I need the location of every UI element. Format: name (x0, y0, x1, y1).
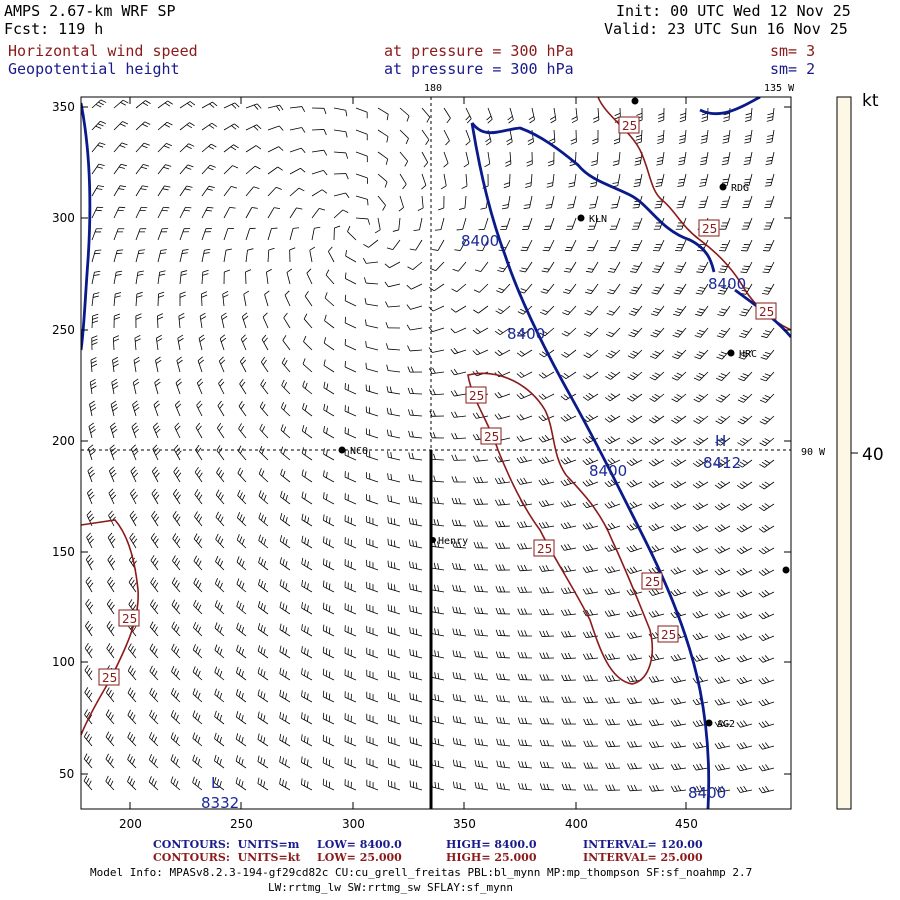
high-letter: H (715, 432, 726, 450)
c1-units: UNITS=m (237, 838, 300, 851)
c2-high: HIGH= 25.000 (446, 851, 537, 864)
svg-text:25: 25 (645, 575, 660, 589)
height-label-5: 8400 (688, 784, 726, 802)
station-label-henry: Henry (438, 536, 468, 547)
low-value: 8332 (201, 794, 239, 812)
speed-contour-2 (467, 372, 654, 685)
height-label-2: 8400 (507, 325, 545, 343)
svg-text:25: 25 (122, 612, 137, 626)
speed-label-7: 25 (641, 572, 663, 590)
y-tick-label-350: 350 (52, 100, 75, 114)
colorbar (836, 96, 852, 810)
field2-name: Geopotential height (8, 60, 180, 78)
colorbar-unit: kt (862, 91, 879, 111)
model-info-line-1: Model Info: MPASv8.2.3-194-gf29cd82c CU:… (90, 866, 753, 879)
speed-label-5: 25 (480, 427, 502, 445)
wind-barb-field (83, 99, 775, 794)
speed-label-9: 25 (118, 609, 140, 627)
c2-label: CONTOURS: (153, 851, 230, 864)
y-tick-label-50: 50 (59, 767, 74, 781)
forecast-hour: Fcst: 119 h (4, 20, 104, 38)
plot-frame (80, 96, 792, 810)
svg-text:25: 25 (537, 542, 552, 556)
y-tick-label-150: 150 (52, 545, 75, 559)
c2-interval: INTERVAL= 25.000 (583, 851, 703, 864)
field1-level: at pressure = 300 hPa (384, 42, 574, 60)
height-contour-ne (699, 97, 761, 116)
speed-label-1: 25 (618, 116, 640, 134)
speed-label-3: 25 (755, 302, 777, 320)
c2-units: UNITS=kt (237, 851, 301, 864)
field2-smoothing: sm= 2 (770, 60, 816, 78)
field1-name: Horizontal wind speed (8, 42, 198, 60)
station-label-hrc: HRC (739, 349, 757, 360)
speed-contour-3 (597, 97, 791, 331)
station-dot-east (782, 566, 790, 574)
svg-text:25: 25 (702, 222, 717, 236)
c1-interval: INTERVAL= 120.00 (583, 838, 703, 851)
model-info-line-2: LW:rrtmg_lw SW:rrtmg_sw SFLAY:sf_mynn (268, 881, 514, 894)
svg-text:25: 25 (759, 305, 774, 319)
y-tick-label-250: 250 (52, 323, 75, 337)
x-tick-label-400: 400 (565, 817, 588, 831)
svg-text:25: 25 (661, 628, 676, 642)
height-contour-main (470, 122, 716, 273)
speed-label-4: 25 (465, 386, 487, 404)
station-label-nco: NCO (350, 446, 368, 457)
c2-low: LOW= 25.000 (317, 851, 402, 864)
contour-summary-height: CONTOURS: UNITS=m (153, 838, 299, 851)
speed-label-6: 25 (533, 539, 555, 557)
high-value: 8412 (703, 454, 741, 472)
colorbar-tick-40: 40 (862, 445, 884, 465)
x-tick-label-350: 350 (453, 817, 476, 831)
station-dot-nco (338, 446, 346, 454)
height-contour-trough (470, 122, 711, 809)
svg-text:25: 25 (469, 389, 484, 403)
station-dot-henry (430, 537, 436, 543)
station-dot-north (631, 97, 639, 105)
x-tick-label-300: 300 (342, 817, 365, 831)
station-dot-ag2 (705, 719, 713, 727)
field2-level: at pressure = 300 hPa (384, 60, 574, 78)
init-time: Init: 00 UTC Wed 12 Nov 25 (616, 2, 851, 20)
station-dot-rdg (719, 183, 727, 191)
field1-smoothing: sm= 3 (770, 42, 816, 60)
meridian-label-180: 180 (424, 83, 442, 94)
c1-low: LOW= 8400.0 (317, 838, 402, 851)
meridian-label-90w: 90 W (801, 447, 826, 458)
height-label-1: 8400 (461, 232, 499, 250)
x-tick-label-450: 450 (675, 817, 698, 831)
station-dot-kln (577, 214, 585, 222)
speed-label-8: 25 (657, 625, 679, 643)
height-label-3: 8400 (589, 462, 627, 480)
station-label-rdg: RDG (731, 183, 749, 194)
y-tick-label-200: 200 (52, 434, 75, 448)
c1-high: HIGH= 8400.0 (446, 838, 537, 851)
speed-label-10: 25 (98, 668, 120, 686)
y-tick-label-100: 100 (52, 655, 75, 669)
station-label-kln: KLN (589, 214, 607, 225)
valid-time: Valid: 23 UTC Sun 16 Nov 25 (604, 20, 848, 38)
svg-text:25: 25 (102, 671, 117, 685)
height-contour-west (81, 102, 92, 351)
c1-label: CONTOURS: (153, 838, 230, 851)
model-title: AMPS 2.67-km WRF SP (4, 2, 176, 20)
contour-summary-speed: CONTOURS: UNITS=kt (153, 851, 300, 864)
svg-text:25: 25 (484, 430, 499, 444)
axes: 200 250 300 350 400 450 350 300 250 200 150 100 50 (52, 97, 791, 831)
station-markers (338, 97, 790, 727)
svg-text:25: 25 (622, 119, 637, 133)
station-dot-hrc (727, 349, 735, 357)
low-letter: L (211, 774, 220, 792)
station-label-ag2: AG2 (717, 719, 735, 730)
height-label-4: 8400 (708, 275, 746, 293)
speed-label-2: 25 (698, 219, 720, 237)
y-tick-label-300: 300 (52, 211, 75, 225)
meridian-label-135w: 135 W (764, 83, 795, 94)
x-tick-label-250: 250 (230, 817, 253, 831)
x-tick-label-200: 200 (119, 817, 142, 831)
